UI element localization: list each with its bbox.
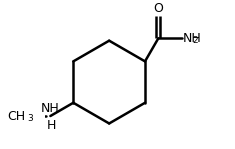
Text: 3: 3: [27, 114, 33, 123]
Text: O: O: [153, 2, 163, 15]
Text: CH: CH: [8, 110, 26, 122]
Text: H: H: [47, 119, 56, 132]
Text: NH: NH: [183, 32, 202, 45]
Text: 2: 2: [192, 36, 198, 45]
Text: NH: NH: [41, 102, 60, 115]
